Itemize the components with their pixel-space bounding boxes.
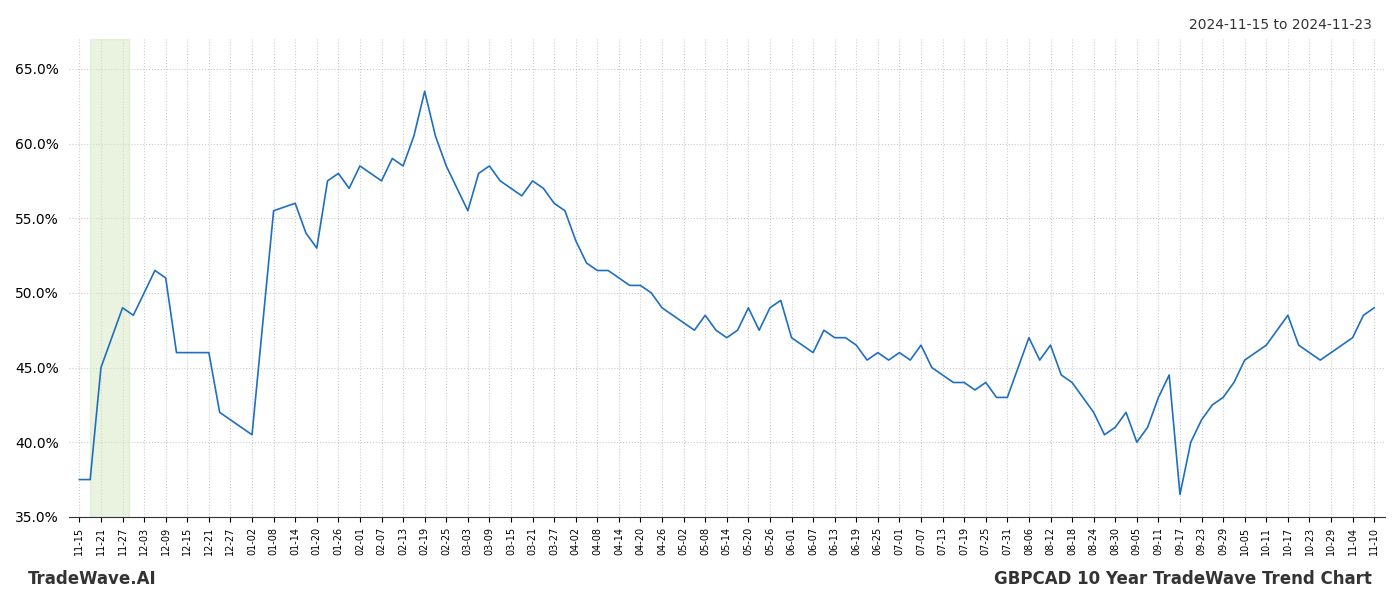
Text: 2024-11-15 to 2024-11-23: 2024-11-15 to 2024-11-23 — [1189, 18, 1372, 32]
Text: TradeWave.AI: TradeWave.AI — [28, 570, 157, 588]
Bar — [90, 39, 129, 517]
Text: GBPCAD 10 Year TradeWave Trend Chart: GBPCAD 10 Year TradeWave Trend Chart — [994, 570, 1372, 588]
